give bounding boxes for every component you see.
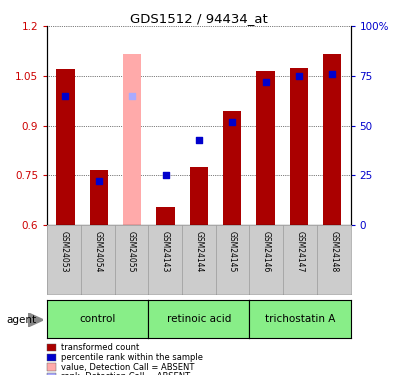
Point: [262, 79, 268, 85]
Text: GSM24053: GSM24053: [59, 231, 68, 272]
Text: value, Detection Call = ABSENT: value, Detection Call = ABSENT: [61, 363, 194, 372]
Title: GDS1512 / 94434_at: GDS1512 / 94434_at: [130, 12, 267, 25]
Text: GSM24147: GSM24147: [295, 231, 304, 272]
Text: retinoic acid: retinoic acid: [166, 314, 231, 324]
Point: [295, 73, 301, 79]
Bar: [222, 111, 241, 225]
Polygon shape: [28, 313, 43, 327]
Bar: [256, 71, 274, 225]
Bar: [322, 54, 341, 225]
Text: rank, Detection Call = ABSENT: rank, Detection Call = ABSENT: [61, 372, 190, 375]
Bar: [56, 69, 74, 225]
Text: GSM24144: GSM24144: [194, 231, 203, 272]
Text: GSM24148: GSM24148: [328, 231, 337, 272]
Text: trichostatin A: trichostatin A: [264, 314, 334, 324]
Point: [228, 118, 235, 124]
Text: GSM24146: GSM24146: [261, 231, 270, 272]
Text: agent: agent: [6, 315, 36, 325]
Text: GSM24145: GSM24145: [227, 231, 236, 272]
Text: GSM24143: GSM24143: [160, 231, 169, 272]
Bar: [123, 54, 141, 225]
Bar: [156, 207, 174, 225]
Text: percentile rank within the sample: percentile rank within the sample: [61, 353, 202, 362]
Point: [128, 93, 135, 99]
Bar: [289, 68, 307, 225]
Point: [95, 178, 102, 184]
Bar: [189, 167, 207, 225]
Text: control: control: [79, 314, 116, 324]
Point: [162, 172, 169, 178]
Point: [328, 71, 335, 77]
Point: [195, 136, 202, 142]
Bar: [90, 170, 108, 225]
Text: GSM24054: GSM24054: [93, 231, 102, 272]
Text: transformed count: transformed count: [61, 343, 139, 352]
Point: [62, 93, 69, 99]
Text: GSM24055: GSM24055: [127, 231, 136, 272]
